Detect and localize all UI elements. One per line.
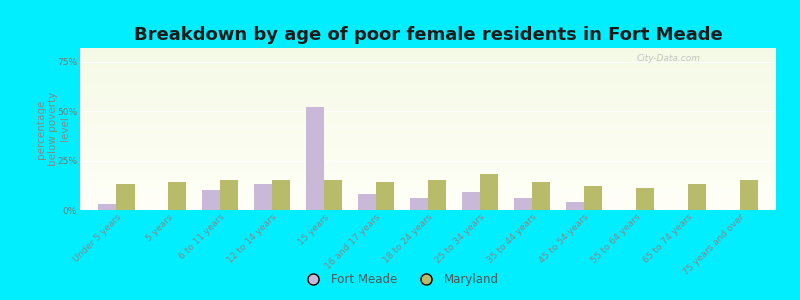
Title: Breakdown by age of poor female residents in Fort Meade: Breakdown by age of poor female resident…	[134, 26, 722, 44]
Bar	[306, 107, 324, 210]
Bar	[584, 186, 602, 210]
Bar	[740, 180, 758, 210]
Y-axis label: percentage
below poverty
level: percentage below poverty level	[36, 92, 70, 166]
Bar	[324, 180, 342, 210]
Bar	[532, 182, 550, 210]
Bar	[272, 180, 290, 210]
Text: City-Data.com: City-Data.com	[637, 55, 701, 64]
Bar	[566, 202, 584, 210]
Bar	[410, 198, 428, 210]
Legend: Fort Meade, Maryland: Fort Meade, Maryland	[296, 269, 504, 291]
Bar	[636, 188, 654, 210]
Bar	[202, 190, 220, 210]
Bar	[220, 180, 238, 210]
Bar	[358, 194, 376, 210]
Bar	[116, 184, 134, 210]
Bar	[168, 182, 186, 210]
Bar	[98, 204, 116, 210]
Bar	[514, 198, 532, 210]
Bar	[462, 192, 480, 210]
Bar	[428, 180, 446, 210]
Bar	[688, 184, 706, 210]
Bar	[376, 182, 394, 210]
Bar	[480, 174, 498, 210]
Bar	[254, 184, 272, 210]
